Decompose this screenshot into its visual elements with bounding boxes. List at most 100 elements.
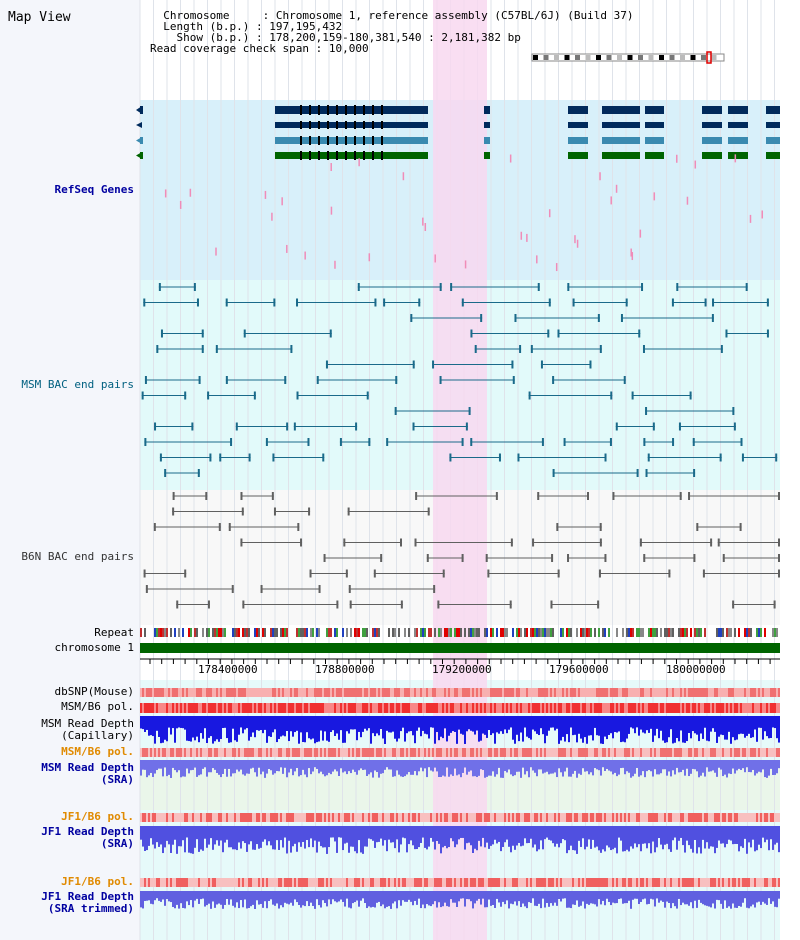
msm-pol-sra-bin <box>294 748 296 757</box>
jf1-pol-bin <box>568 813 570 822</box>
track-label-b6n-bac[interactable]: B6N BAC end pairs <box>21 550 134 563</box>
jf1-pol-bin <box>508 813 510 822</box>
msm-pol-sra-bin <box>518 748 520 757</box>
msm-depth-sra-bin <box>556 760 558 778</box>
msm-pol-bin <box>658 703 660 713</box>
dbsnp-bin <box>670 688 672 697</box>
msm-pol-sra-bin <box>358 748 360 757</box>
msm-depth-cap-bin <box>628 716 630 734</box>
track-label-chromosome[interactable]: chromosome 1 <box>54 641 134 654</box>
jf1-depth-trim-bin <box>736 891 738 908</box>
msm-depth-cap-bin <box>692 716 694 732</box>
msm-depth-cap-bin <box>280 716 282 737</box>
track-label-jf1-pol[interactable]: JF1/B6 pol. <box>61 810 134 823</box>
jf1-pol-bin <box>712 813 714 822</box>
jf1-pol-bin <box>482 813 484 822</box>
repeat-element <box>642 628 644 637</box>
track-label-dbsnp[interactable]: dbSNP(Mouse) <box>54 685 134 698</box>
msm-depth-cap-bin <box>382 716 384 739</box>
jf1-depth-bin <box>508 826 510 847</box>
track-label-msm-pol[interactable]: MSM/B6 pol. <box>61 700 134 713</box>
jf1-depth-trim-bin <box>688 891 690 906</box>
msm-depth-sra-bin <box>200 760 202 775</box>
msm-pol-sra-bin <box>302 748 304 757</box>
b6n-bac-end <box>556 523 559 531</box>
msm-pol-sra-bin <box>694 748 696 757</box>
jf1-depth-bin <box>376 826 378 843</box>
track-label-jf1-depth-trim[interactable]: JF1 Read Depth (SRA trimmed) <box>41 890 134 915</box>
jf1-pol-trim-bin <box>460 878 462 887</box>
jf1-depth-bin <box>572 826 574 851</box>
msm-depth-cap-bin <box>696 716 698 735</box>
msm-pol-sra-bin <box>252 748 254 757</box>
track-label-msm-bac[interactable]: MSM BAC end pairs <box>21 378 134 391</box>
jf1-pol-bin <box>708 813 710 822</box>
track-label-msm-depth-sra[interactable]: MSM Read Depth (SRA) <box>41 761 134 786</box>
jf1-depth-bin <box>226 826 228 840</box>
msm-pol-sra-bin <box>170 748 172 757</box>
msm-pol-bin <box>248 703 250 713</box>
track-label-msm-depth-cap[interactable]: MSM Read Depth (Capillary) <box>41 717 134 742</box>
refseq-exon <box>327 105 329 115</box>
repeat-element <box>506 628 508 637</box>
msm-depth-cap-bin <box>324 716 326 732</box>
repeat-element <box>670 628 672 637</box>
msm-depth-sra-bin <box>634 760 636 774</box>
msm-depth-sra-bin <box>216 760 218 773</box>
dbsnp-bin <box>502 688 504 697</box>
jf1-pol-trim-bin <box>568 878 570 887</box>
msm-pol-bin <box>280 703 282 713</box>
msm-pol-bin <box>162 703 164 713</box>
msm-pol-sra-bin <box>576 748 578 757</box>
msm-pol-bin <box>610 703 612 713</box>
jf1-pol-trim-bin <box>624 878 626 887</box>
msm-pol-sra-bin <box>778 748 780 757</box>
jf1-pol-bin <box>262 813 264 822</box>
b6n-bac-end <box>495 492 498 500</box>
jf1-depth-bin <box>292 826 294 847</box>
jf1-depth-trim-bin <box>330 891 332 905</box>
jf1-depth-trim-bin <box>340 891 342 900</box>
msm-pol-bin <box>470 703 472 713</box>
repeat-element <box>696 628 698 637</box>
msm-depth-sra-bin <box>770 760 772 769</box>
dbsnp-bin <box>562 688 564 697</box>
jf1-pol-trim-bin <box>182 878 184 887</box>
ideogram-band <box>690 55 696 60</box>
msm-pol-sra-bin <box>202 748 204 757</box>
jf1-depth-trim-bin <box>684 891 686 905</box>
track-label-jf1-pol-trim[interactable]: JF1/B6 pol. <box>61 875 134 888</box>
msm-depth-sra-bin <box>586 760 588 772</box>
jf1-pol-trim-bin <box>360 878 362 887</box>
jf1-depth-trim-bin <box>224 891 226 905</box>
msm-bac-end <box>512 376 515 384</box>
jf1-pol-trim-bin <box>300 878 302 887</box>
page-title: Map View <box>8 10 71 25</box>
msm-pol-sra-bin <box>292 748 294 757</box>
jf1-depth-trim-bin <box>586 891 588 904</box>
track-label-msm-pol-sra[interactable]: MSM/B6 pol. <box>61 745 134 758</box>
msm-depth-sra-bin <box>602 760 604 768</box>
msm-pol-sra-bin <box>220 748 222 757</box>
repeat-element <box>700 628 702 637</box>
jf1-depth-bin <box>684 826 686 853</box>
msm-depth-sra-bin <box>314 760 316 768</box>
jf1-depth-bin <box>746 826 748 854</box>
msm-depth-cap-bin <box>756 716 758 742</box>
jf1-depth-trim-bin <box>422 891 424 905</box>
msm-pol-bin <box>318 703 320 713</box>
dbsnp-bin <box>694 688 696 697</box>
track-label-jf1-depth[interactable]: JF1 Read Depth (SRA) <box>41 825 134 850</box>
msm-pol-bin <box>156 703 158 713</box>
repeat-element <box>448 628 450 637</box>
b6n-bac-end <box>710 538 713 547</box>
jf1-depth-bin <box>748 826 750 843</box>
track-label-refseq[interactable]: RefSeq Genes <box>54 183 134 196</box>
msm-pol-sra-bin <box>182 748 184 757</box>
repeat-element <box>300 628 302 637</box>
msm-pol-bin <box>194 703 196 713</box>
jf1-depth-trim-bin <box>714 891 716 909</box>
track-label-repeat[interactable]: Repeat <box>94 626 134 639</box>
msm-pol-bin <box>774 703 776 713</box>
